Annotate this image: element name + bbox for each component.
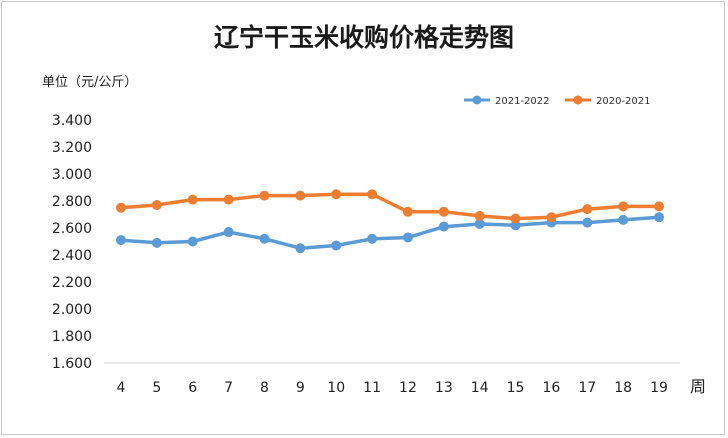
x-tick-label: 19 — [650, 380, 668, 396]
y-tick-label: 3.400 — [52, 113, 92, 129]
data-point — [582, 204, 593, 215]
x-tick-label: 5 — [152, 380, 161, 396]
data-point — [187, 236, 198, 247]
series-layer — [116, 189, 665, 254]
data-point — [331, 189, 342, 200]
x-tick-label: 14 — [471, 380, 489, 396]
x-tick-label: 11 — [363, 380, 381, 396]
data-point — [367, 233, 378, 244]
chart-title: 辽宁干玉米收购价格走势图 — [214, 23, 514, 52]
data-point — [510, 213, 521, 224]
data-point — [116, 202, 126, 213]
x-tick-label: 9 — [296, 380, 305, 396]
x-tick-label: 7 — [224, 380, 233, 396]
y-tick-label: 1.800 — [52, 329, 92, 345]
data-point — [223, 194, 234, 205]
x-tick-label: 10 — [327, 380, 345, 396]
x-tick-label: 6 — [188, 380, 197, 396]
x-tick-label: 4 — [117, 380, 126, 396]
y-tick-label: 1.600 — [52, 356, 92, 372]
legend-item: 2021-2022 — [464, 95, 550, 107]
data-point — [223, 227, 234, 238]
legend-label: 2021-2022 — [495, 96, 550, 107]
data-point — [402, 232, 413, 243]
data-point — [295, 190, 306, 201]
data-point — [654, 201, 665, 212]
data-point — [582, 217, 593, 228]
data-point — [438, 221, 449, 232]
x-tick-labels: 4 5 6 7 8 9 10 11 12 13 14 15 16 17 18 19 — [117, 380, 668, 396]
data-point — [367, 189, 378, 200]
series-line — [119, 215, 661, 250]
y-tick-label: 2.800 — [52, 194, 92, 210]
data-point — [295, 243, 306, 254]
legend-marker — [573, 95, 583, 105]
x-tick-label: 16 — [543, 380, 561, 396]
x-tick-label: 13 — [435, 380, 453, 396]
chart-legend: 2021-2022 2020-2021 — [464, 95, 651, 107]
data-point — [474, 210, 485, 221]
x-tick-label: 18 — [614, 380, 632, 396]
data-point — [331, 240, 342, 251]
data-point — [116, 235, 126, 246]
x-tick-label: 12 — [399, 380, 417, 396]
series-2020-2021 — [116, 189, 665, 224]
data-point — [474, 218, 485, 229]
x-axis-unit-label: 周 — [690, 377, 706, 396]
data-point — [259, 190, 270, 201]
y-tick-label: 2.200 — [52, 275, 92, 291]
data-point — [151, 200, 162, 211]
x-tick-label: 17 — [578, 380, 596, 396]
y-tick-label: 2.400 — [52, 248, 92, 264]
data-point — [187, 194, 198, 205]
legend-marker — [472, 95, 482, 105]
series-2021-2022 — [116, 212, 665, 254]
x-tick-label: 15 — [507, 380, 525, 396]
data-point — [546, 212, 557, 223]
data-point — [402, 206, 413, 217]
x-tick-label: 8 — [260, 380, 269, 396]
y-axis-unit-label: 单位（元/公斤） — [42, 75, 137, 90]
y-tick-labels: 3.400 3.200 3.000 2.800 2.600 2.400 2.200 2.000… — [52, 113, 92, 372]
y-tick-label: 2.600 — [52, 221, 92, 237]
y-tick-label: 2.000 — [52, 302, 92, 318]
data-point — [438, 206, 449, 217]
legend-label: 2020-2021 — [596, 96, 651, 107]
data-point — [618, 201, 629, 212]
y-tick-label: 3.200 — [52, 140, 92, 156]
data-point — [151, 237, 162, 248]
series-line — [119, 192, 661, 221]
y-tick-label: 3.000 — [52, 167, 92, 183]
legend-item: 2020-2021 — [565, 95, 651, 107]
data-point — [618, 214, 629, 225]
data-point — [259, 233, 270, 244]
data-point — [654, 212, 665, 223]
